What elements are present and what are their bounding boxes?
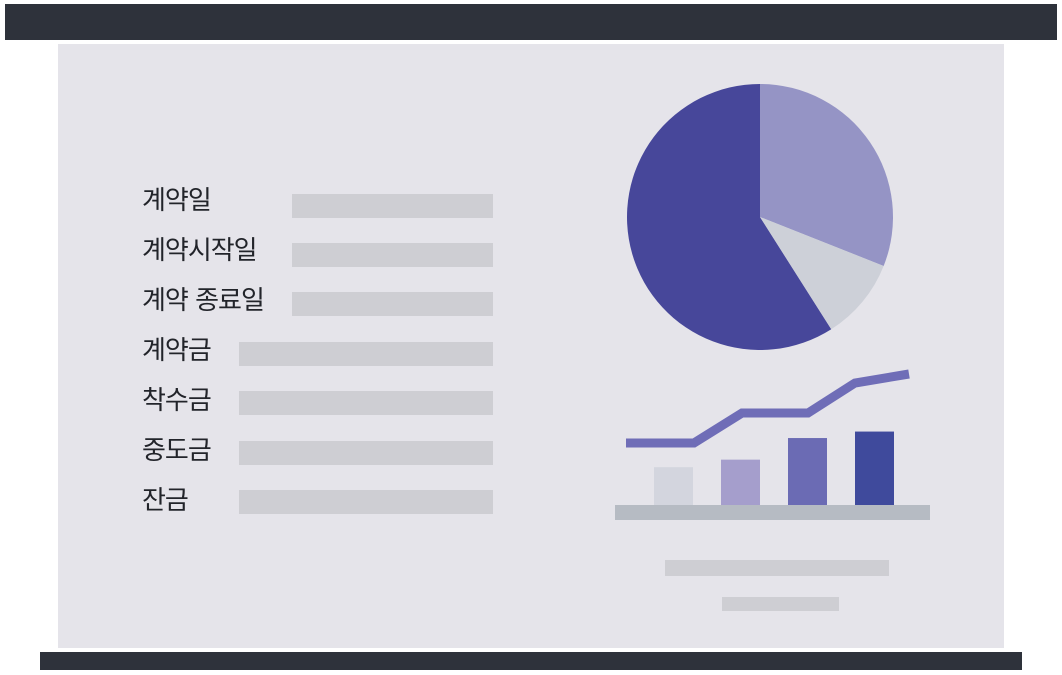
field-label-balance: 잔금 <box>142 486 189 516</box>
bar <box>788 438 827 505</box>
field-value-placeholder <box>292 194 493 218</box>
pie-slice <box>760 84 893 266</box>
field-value-placeholder <box>292 243 493 267</box>
pie-slice <box>627 84 832 350</box>
field-label-contract-deposit: 계약금 <box>142 336 212 366</box>
field-value-placeholder <box>239 342 493 366</box>
field-label-start-date: 계약시작일 <box>142 236 258 266</box>
bar <box>855 431 894 505</box>
field-label-down-payment: 착수금 <box>142 386 212 416</box>
field-value-placeholder <box>292 292 493 316</box>
pie-slice <box>760 217 884 330</box>
bar <box>721 459 760 505</box>
pie-chart <box>627 84 893 350</box>
field-value-placeholder <box>239 490 493 514</box>
bottom-frame-bar <box>40 652 1022 670</box>
bar <box>654 467 693 505</box>
top-frame-bar <box>5 4 1057 40</box>
bar-chart-baseline <box>615 505 930 520</box>
field-value-placeholder <box>239 441 493 465</box>
field-label-interim-payment: 중도금 <box>142 436 212 466</box>
field-label-contract-date: 계약일 <box>142 186 212 216</box>
caption-placeholder <box>722 597 839 611</box>
field-value-placeholder <box>239 391 493 415</box>
caption-placeholder <box>665 560 889 576</box>
field-label-end-date: 계약 종료일 <box>142 286 265 316</box>
trend-line <box>626 369 910 448</box>
bar-chart <box>654 431 894 505</box>
